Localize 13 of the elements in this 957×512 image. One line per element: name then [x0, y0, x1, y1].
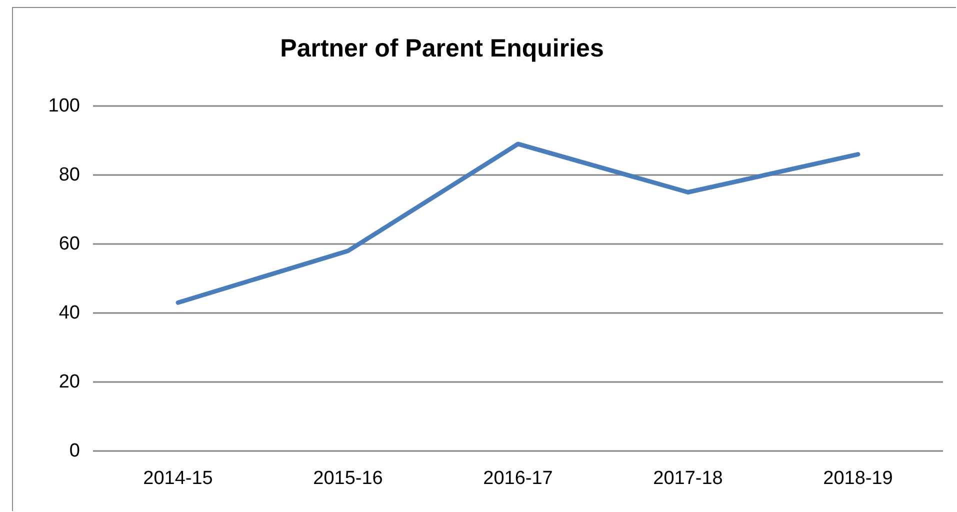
- y-tick-label: 40: [58, 302, 80, 324]
- x-tick-label: 2016-17: [483, 468, 553, 489]
- line-series: [176, 142, 860, 305]
- x-tick-label: 2015-16: [313, 468, 383, 489]
- y-tick-label: 100: [48, 96, 80, 116]
- x-tick-label: 2018-19: [823, 468, 893, 489]
- y-tick-label: 0: [69, 440, 80, 462]
- x-tick-label: 2017-18: [653, 468, 723, 489]
- chart-title: Partner of Parent Enquiries: [280, 34, 604, 62]
- y-tick-label: 20: [58, 372, 80, 392]
- x-tick-label: 2014-15: [143, 468, 213, 489]
- y-tick-label: 60: [58, 234, 80, 254]
- y-tick-label: 80: [58, 164, 80, 186]
